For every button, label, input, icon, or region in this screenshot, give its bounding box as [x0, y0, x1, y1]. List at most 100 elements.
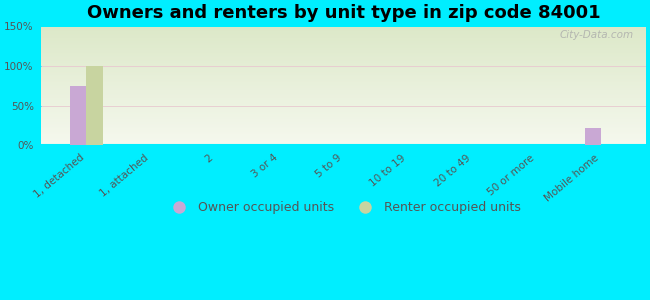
- Bar: [42, 41, 646, 42]
- Bar: [42, 119, 646, 120]
- Bar: [42, 85, 646, 86]
- Bar: [42, 66, 646, 67]
- Bar: [42, 76, 646, 77]
- Bar: [42, 64, 646, 66]
- Bar: [42, 50, 646, 51]
- Bar: [42, 38, 646, 40]
- Bar: [42, 103, 646, 105]
- Bar: [42, 141, 646, 142]
- Bar: [42, 118, 646, 119]
- Bar: [42, 56, 646, 57]
- Bar: [42, 71, 646, 73]
- Bar: [42, 87, 646, 88]
- Bar: [42, 120, 646, 121]
- Bar: [42, 36, 646, 37]
- Bar: [42, 73, 646, 74]
- Bar: [42, 62, 646, 63]
- Bar: [42, 138, 646, 139]
- Bar: [42, 75, 646, 76]
- Bar: [42, 81, 646, 82]
- Bar: [42, 86, 646, 87]
- Bar: [42, 79, 646, 80]
- Bar: [42, 52, 646, 54]
- Bar: [42, 96, 646, 98]
- Title: Owners and renters by unit type in zip code 84001: Owners and renters by unit type in zip c…: [87, 4, 601, 22]
- Bar: [42, 113, 646, 114]
- Bar: [585, 128, 601, 145]
- Bar: [42, 30, 646, 31]
- Bar: [42, 132, 646, 133]
- Bar: [42, 116, 646, 117]
- Bar: [42, 57, 646, 59]
- Bar: [42, 77, 646, 79]
- Bar: [42, 117, 646, 118]
- Bar: [42, 88, 646, 89]
- Bar: [42, 93, 646, 94]
- Bar: [42, 63, 646, 64]
- Bar: [42, 136, 646, 137]
- Bar: [42, 42, 646, 43]
- Bar: [42, 92, 646, 93]
- Bar: [42, 127, 646, 128]
- Bar: [42, 51, 646, 52]
- Bar: [42, 110, 646, 111]
- Bar: [42, 130, 646, 131]
- Bar: [42, 54, 646, 55]
- Bar: [42, 31, 646, 32]
- Bar: [42, 43, 646, 44]
- Bar: [42, 94, 646, 95]
- Bar: [42, 128, 646, 130]
- Bar: [42, 83, 646, 85]
- Bar: [42, 101, 646, 102]
- Bar: [42, 95, 646, 96]
- Bar: [42, 121, 646, 122]
- Bar: [42, 29, 646, 30]
- Bar: [42, 80, 646, 81]
- Bar: [42, 107, 646, 108]
- Bar: [42, 55, 646, 56]
- Bar: [42, 67, 646, 68]
- Bar: [42, 108, 646, 110]
- Bar: [42, 142, 646, 144]
- Bar: [42, 139, 646, 140]
- Bar: [42, 68, 646, 69]
- Bar: [42, 61, 646, 62]
- Text: City-Data.com: City-Data.com: [560, 30, 634, 40]
- Bar: [42, 70, 646, 71]
- Bar: [42, 44, 646, 46]
- Bar: [42, 58, 646, 60]
- Bar: [42, 28, 646, 29]
- Bar: [42, 91, 646, 92]
- Bar: [42, 60, 646, 61]
- Bar: [42, 98, 646, 99]
- Bar: [42, 37, 646, 38]
- Bar: [42, 102, 646, 104]
- Bar: [42, 131, 646, 132]
- Bar: [70, 86, 86, 145]
- Bar: [42, 112, 646, 113]
- Bar: [86, 66, 103, 145]
- Bar: [42, 26, 646, 28]
- Bar: [42, 125, 646, 126]
- Bar: [42, 99, 646, 100]
- Legend: Owner occupied units, Renter occupied units: Owner occupied units, Renter occupied un…: [161, 196, 526, 219]
- Bar: [42, 74, 646, 75]
- Bar: [42, 49, 646, 50]
- Bar: [42, 69, 646, 70]
- Bar: [42, 105, 646, 106]
- Bar: [42, 32, 646, 34]
- Bar: [42, 48, 646, 49]
- Bar: [42, 35, 646, 36]
- Bar: [42, 122, 646, 124]
- Bar: [42, 124, 646, 125]
- Bar: [42, 82, 646, 83]
- Bar: [42, 34, 646, 35]
- Bar: [42, 46, 646, 48]
- Bar: [42, 140, 646, 141]
- Bar: [42, 137, 646, 138]
- Bar: [42, 106, 646, 107]
- Bar: [42, 100, 646, 101]
- Bar: [42, 89, 646, 91]
- Bar: [42, 133, 646, 134]
- Bar: [42, 40, 646, 41]
